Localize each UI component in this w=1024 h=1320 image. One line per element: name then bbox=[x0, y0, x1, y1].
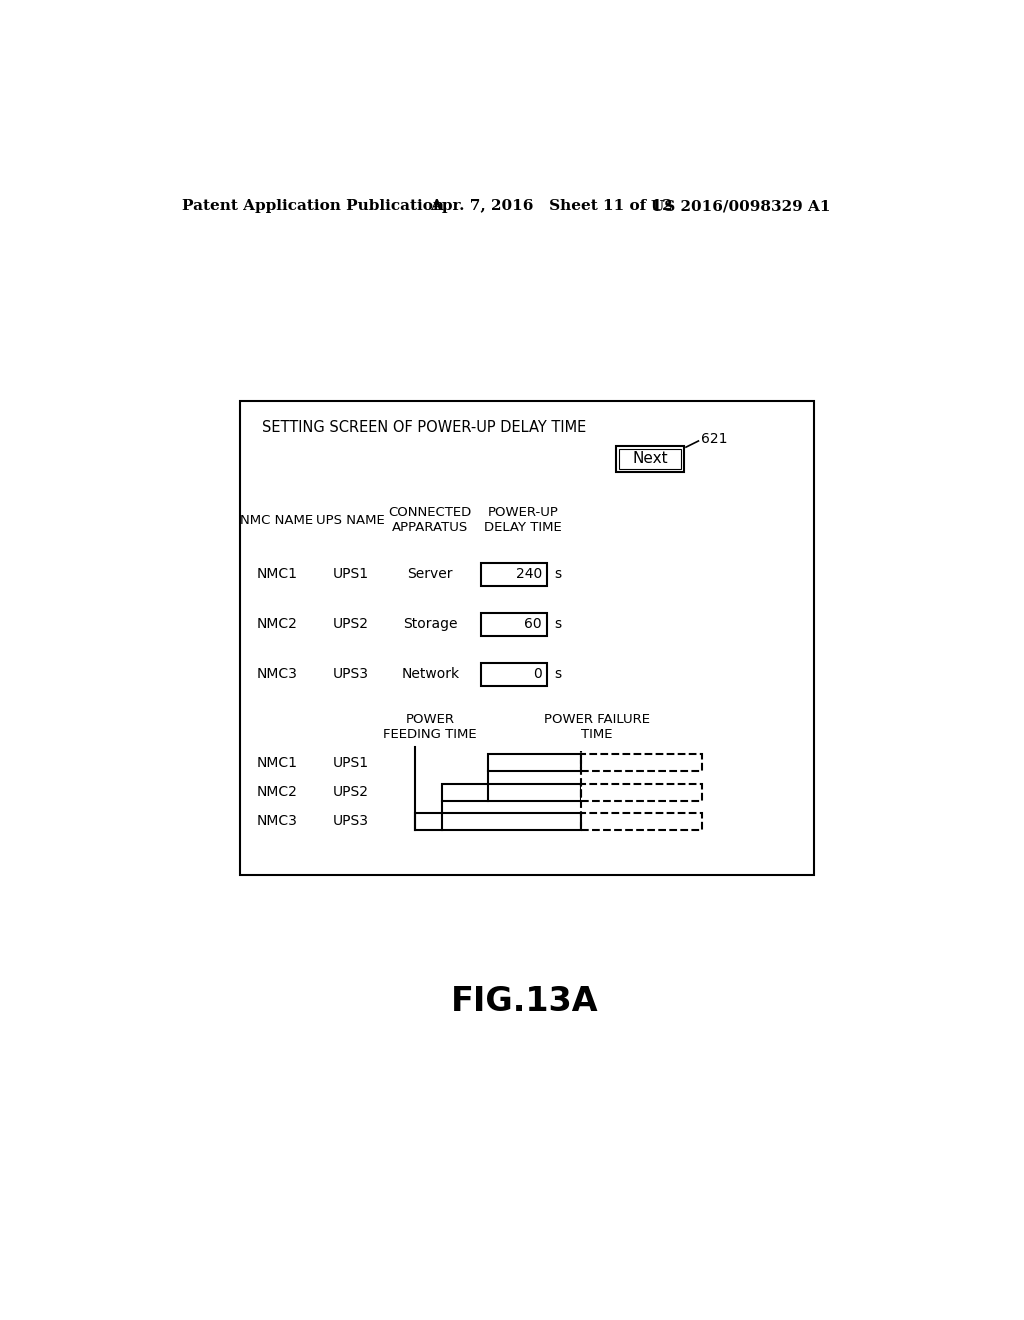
Bar bbox=[582, 755, 701, 771]
Bar bbox=[415, 813, 582, 830]
Text: Apr. 7, 2016   Sheet 11 of 12: Apr. 7, 2016 Sheet 11 of 12 bbox=[430, 199, 673, 213]
Bar bbox=[488, 755, 582, 771]
Bar bbox=[480, 663, 547, 686]
Text: CONNECTED
APPARATUS: CONNECTED APPARATUS bbox=[389, 507, 472, 535]
Text: NMC3: NMC3 bbox=[256, 814, 297, 829]
Bar bbox=[582, 784, 701, 800]
Text: UPS1: UPS1 bbox=[333, 756, 369, 770]
Text: s: s bbox=[554, 568, 561, 581]
Text: US 2016/0098329 A1: US 2016/0098329 A1 bbox=[651, 199, 830, 213]
Text: UPS2: UPS2 bbox=[333, 785, 369, 799]
Text: s: s bbox=[554, 618, 561, 631]
Text: UPS3: UPS3 bbox=[333, 668, 369, 681]
Text: UPS3: UPS3 bbox=[333, 814, 369, 829]
Text: SETTING SCREEN OF POWER-UP DELAY TIME: SETTING SCREEN OF POWER-UP DELAY TIME bbox=[262, 420, 587, 436]
Bar bbox=[480, 612, 547, 636]
Text: Patent Application Publication: Patent Application Publication bbox=[182, 199, 444, 213]
Bar bbox=[241, 401, 814, 875]
Text: Next: Next bbox=[633, 451, 669, 466]
Text: NMC2: NMC2 bbox=[256, 618, 297, 631]
Text: NMC3: NMC3 bbox=[256, 668, 297, 681]
Text: UPS2: UPS2 bbox=[333, 618, 369, 631]
Text: POWER-UP
DELAY TIME: POWER-UP DELAY TIME bbox=[484, 507, 562, 535]
Text: Storage: Storage bbox=[403, 618, 458, 631]
Text: 0: 0 bbox=[534, 668, 542, 681]
Text: NMC NAME: NMC NAME bbox=[241, 513, 313, 527]
Text: Network: Network bbox=[401, 668, 460, 681]
Text: 621: 621 bbox=[701, 433, 728, 446]
Bar bbox=[480, 562, 547, 586]
Text: UPS NAME: UPS NAME bbox=[316, 513, 385, 527]
Text: NMC1: NMC1 bbox=[256, 568, 297, 581]
Bar bbox=[582, 813, 701, 830]
Text: s: s bbox=[554, 668, 561, 681]
Text: POWER
FEEDING TIME: POWER FEEDING TIME bbox=[383, 713, 477, 741]
Text: FIG.13A: FIG.13A bbox=[451, 985, 599, 1018]
Text: Server: Server bbox=[408, 568, 453, 581]
Text: 240: 240 bbox=[516, 568, 542, 581]
Text: NMC1: NMC1 bbox=[256, 756, 297, 770]
Text: NMC2: NMC2 bbox=[256, 785, 297, 799]
Text: POWER FAILURE
TIME: POWER FAILURE TIME bbox=[544, 713, 650, 741]
Bar bbox=[620, 449, 681, 469]
Text: UPS1: UPS1 bbox=[333, 568, 369, 581]
Bar bbox=[616, 446, 684, 471]
Text: 60: 60 bbox=[524, 618, 542, 631]
Bar bbox=[442, 784, 582, 800]
